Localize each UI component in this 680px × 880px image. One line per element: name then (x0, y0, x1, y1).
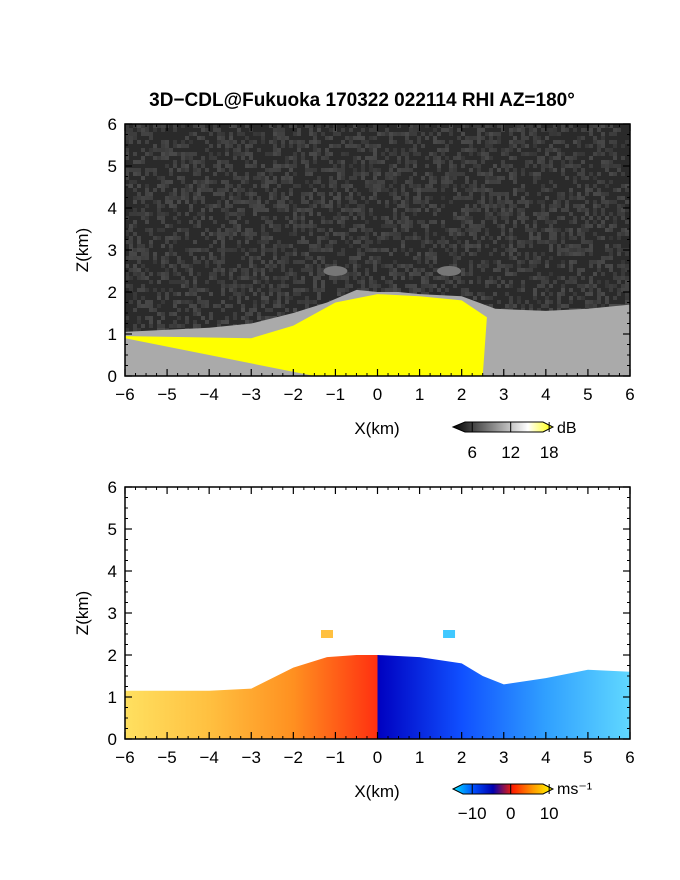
velocity-positive-region (377, 655, 630, 739)
velocity-x-tick-label: 5 (583, 748, 592, 767)
velocity-x-tick-label: 1 (415, 748, 424, 767)
colorbar-tick-label: 0 (506, 804, 515, 823)
velocity-echoes (125, 630, 630, 739)
intensity-colorbar-unit: dB (557, 420, 577, 437)
intensity-x-tick-label: 2 (457, 385, 466, 404)
velocity-x-tick-label: 2 (457, 748, 466, 767)
intensity-x-tick-label: −6 (115, 385, 134, 404)
velocity-y-tick-label: 0 (108, 730, 117, 749)
intensity-x-tick-label: −3 (242, 385, 261, 404)
intensity-isolated-echo (437, 266, 462, 276)
velocity-isolated-echoes (321, 630, 456, 638)
intensity-isolated-echo (323, 266, 348, 276)
velocity-x-tick-label: −3 (242, 748, 261, 767)
velocity-y-tick-label: 4 (108, 562, 117, 581)
intensity-x-tick-label: 5 (583, 385, 592, 404)
velocity-x-tick-label: −1 (326, 748, 345, 767)
intensity-y-axis-label: Z(km) (73, 228, 92, 272)
colorbar-tick-label: 10 (540, 804, 559, 823)
velocity-x-tick-label: −5 (157, 748, 176, 767)
velocity-isolated-echo (321, 630, 333, 638)
intensity-panel: −6 −5 −4 −3 −2 −1 0 1 2 3 4 5 6 0 1 2 3 4 5 6 X(km) Z(km) (73, 115, 635, 438)
velocity-x-tick-label: −6 (115, 748, 134, 767)
intensity-x-tick-label: −1 (326, 385, 345, 404)
intensity-axes: −6 −5 −4 −3 −2 −1 0 1 2 3 4 5 6 0 1 2 3 4 5 6 (108, 115, 635, 404)
intensity-echoes (125, 266, 630, 376)
intensity-y-tick-label: 6 (108, 115, 117, 134)
velocity-y-tick-label: 2 (108, 646, 117, 665)
intensity-x-tick-label: −5 (157, 385, 176, 404)
intensity-colorbar-bar (451, 421, 555, 433)
intensity-colorbar-ticks: 6 12 18 (467, 422, 559, 462)
intensity-x-tick-label: 1 (415, 385, 424, 404)
colorbar-tick-label: 12 (501, 443, 520, 462)
velocity-x-tick-label: 4 (541, 748, 550, 767)
intensity-y-tick-label: 4 (108, 199, 117, 218)
intensity-y-tick-label: 5 (108, 157, 117, 176)
intensity-x-axis-label: X(km) (354, 419, 399, 438)
chart-title: 3D−CDL@Fukuoka 170322 022114 RHI AZ=180° (149, 90, 575, 111)
intensity-x-tick-label: 4 (541, 385, 550, 404)
colorbar-tick-label: 18 (540, 443, 559, 462)
intensity-x-tick-label: 0 (373, 385, 382, 404)
velocity-x-axis-label: X(km) (354, 782, 399, 801)
colorbar-tick-label: −10 (458, 804, 487, 823)
intensity-high-echo-region (125, 294, 487, 376)
velocity-y-tick-label: 6 (108, 478, 117, 497)
velocity-colorbar-bar (451, 783, 555, 795)
intensity-y-tick-label: 2 (108, 283, 117, 302)
intensity-x-tick-label: −2 (284, 385, 303, 404)
velocity-isolated-echo (443, 630, 456, 638)
velocity-colorbar-ticks: −10 0 10 (458, 784, 559, 823)
intensity-y-tick-label: 3 (108, 241, 117, 260)
intensity-x-tick-label: −4 (199, 385, 218, 404)
intensity-x-tick-label: 6 (625, 385, 634, 404)
intensity-y-tick-label: 0 (108, 367, 117, 386)
velocity-panel: −6 −5 −4 −3 −2 −1 0 1 2 3 4 5 6 0 1 2 3 4 5 6 X(km) Z(km) (73, 478, 635, 801)
velocity-x-tick-label: −2 (284, 748, 303, 767)
velocity-x-tick-label: −4 (199, 748, 218, 767)
velocity-x-tick-label: 6 (625, 748, 634, 767)
intensity-colorbar: 6 12 18 dB (451, 420, 577, 462)
velocity-x-tick-label: 3 (499, 748, 508, 767)
velocity-negative-region (125, 655, 378, 739)
velocity-y-tick-label: 1 (108, 688, 117, 707)
velocity-colorbar-unit: ms⁻¹ (557, 781, 592, 798)
intensity-isolated-echoes (323, 266, 462, 276)
velocity-y-axis-label: Z(km) (73, 591, 92, 635)
intensity-x-tick-label: 3 (499, 385, 508, 404)
velocity-colorbar: −10 0 10 ms⁻¹ (451, 781, 592, 823)
velocity-y-tick-label: 5 (108, 520, 117, 539)
velocity-x-tick-label: 0 (373, 748, 382, 767)
colorbar-tick-label: 6 (467, 443, 476, 462)
velocity-axes: −6 −5 −4 −3 −2 −1 0 1 2 3 4 5 6 0 1 2 3 4 5 6 (108, 478, 635, 767)
intensity-y-tick-label: 1 (108, 325, 117, 344)
velocity-y-tick-label: 3 (108, 604, 117, 623)
